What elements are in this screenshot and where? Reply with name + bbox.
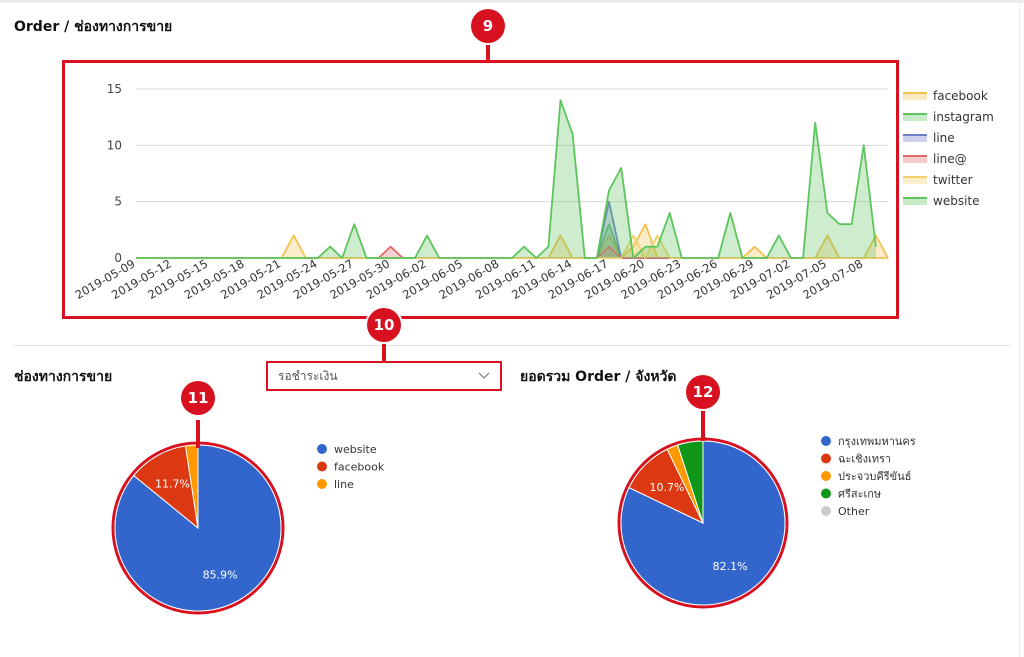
province-pie-legend-label-3: ศรีสะเกษ xyxy=(838,488,881,501)
highlight-box-line-chart xyxy=(62,60,899,319)
province-pie-legend-marker-3 xyxy=(821,488,831,499)
y-tick-label: 5 xyxy=(114,195,122,209)
province-pie-legend-label-0: กรุงเทพมหานคร xyxy=(838,435,916,448)
pie2-title: ยอดรวม Order / จังหวัด xyxy=(520,369,677,385)
province-pie-legend-label-4: Other xyxy=(838,505,870,518)
chevron-down-icon xyxy=(478,372,490,379)
province-pie-legend-marker-1 xyxy=(821,453,831,464)
series-line-website xyxy=(136,99,877,259)
legend-swatch-twitter xyxy=(903,177,927,184)
province-pie-legend-marker-4 xyxy=(821,506,831,516)
right-border xyxy=(1019,0,1020,657)
callout-badge-9: 9 xyxy=(471,9,505,43)
province-pie-legend-label-1: ฉะเชิงเทรา xyxy=(838,453,891,466)
legend-label-twitter: twitter xyxy=(933,173,973,187)
channel-pie-legend-label-2: line xyxy=(334,478,354,491)
legend-swatch-line xyxy=(903,135,927,142)
legend-swatch-website xyxy=(903,198,927,205)
y-tick-label: 15 xyxy=(107,82,122,96)
series-line-twitter xyxy=(136,234,888,259)
pie1-title: ช่องทางการขาย xyxy=(14,369,113,385)
channel-pie-slice-1 xyxy=(133,445,199,530)
legend-label-facebook: facebook xyxy=(933,89,988,103)
callout-stem-12 xyxy=(701,407,705,441)
channel-pie-legend-marker-2 xyxy=(317,479,327,489)
legend-label-website: website xyxy=(933,194,980,208)
province-pie-data-label-1: 10.7% xyxy=(649,481,684,494)
province-pie-legend-label-2: ประจวบคีรีขันธ์ xyxy=(838,470,911,483)
legend-swatch-instagram xyxy=(903,114,927,121)
top-border xyxy=(0,0,1024,3)
pie-charts: 85.9% 11.7% website facebook line 82.1% 10.7% ก… xyxy=(111,435,916,615)
channel-pie-data-label-1: 11.7% xyxy=(155,477,190,490)
status-filter-value: รอชำระเงิน xyxy=(278,368,338,383)
y-tick-label: 0 xyxy=(114,251,122,265)
channel-pie-data-label-0: 85.9% xyxy=(203,568,238,581)
channel-pie-legend-marker-0 xyxy=(317,444,327,454)
legend-label-line: line xyxy=(933,131,955,145)
province-pie-legend-marker-0 xyxy=(821,436,831,446)
channel-pie-legend-label-0: website xyxy=(334,443,377,456)
callout-badge-12: 12 xyxy=(686,375,720,409)
province-pie-legend-marker-2 xyxy=(821,471,831,481)
legend-swatch-line@ xyxy=(903,156,927,163)
legend-label-instagram: instagram xyxy=(933,110,994,124)
callout-badge-11: 11 xyxy=(181,381,215,415)
callout-stem-9 xyxy=(486,40,490,62)
legend-label-line@: line@ xyxy=(933,152,967,166)
order-channel-line-chart: 0510152019-05-092019-05-122019-05-152019… xyxy=(73,82,994,302)
y-tick-label: 10 xyxy=(107,138,122,152)
province-pie-data-label-0: 82.1% xyxy=(713,560,748,573)
channel-pie-legend-marker-1 xyxy=(317,461,327,472)
callout-badge-10: 10 xyxy=(367,308,401,342)
status-filter-dropdown[interactable]: รอชำระเงิน xyxy=(266,361,502,391)
province-pie-slice-0 xyxy=(620,440,786,606)
callout-stem-11 xyxy=(196,420,200,448)
province-pie-slice-3 xyxy=(677,440,704,524)
section-divider xyxy=(14,345,1010,346)
line-chart-title: Order / ช่องทางการขาย xyxy=(14,19,173,35)
callout-stem-10 xyxy=(382,336,386,362)
legend-swatch-facebook xyxy=(903,93,927,100)
channel-pie-legend-label-1: facebook xyxy=(334,461,385,474)
